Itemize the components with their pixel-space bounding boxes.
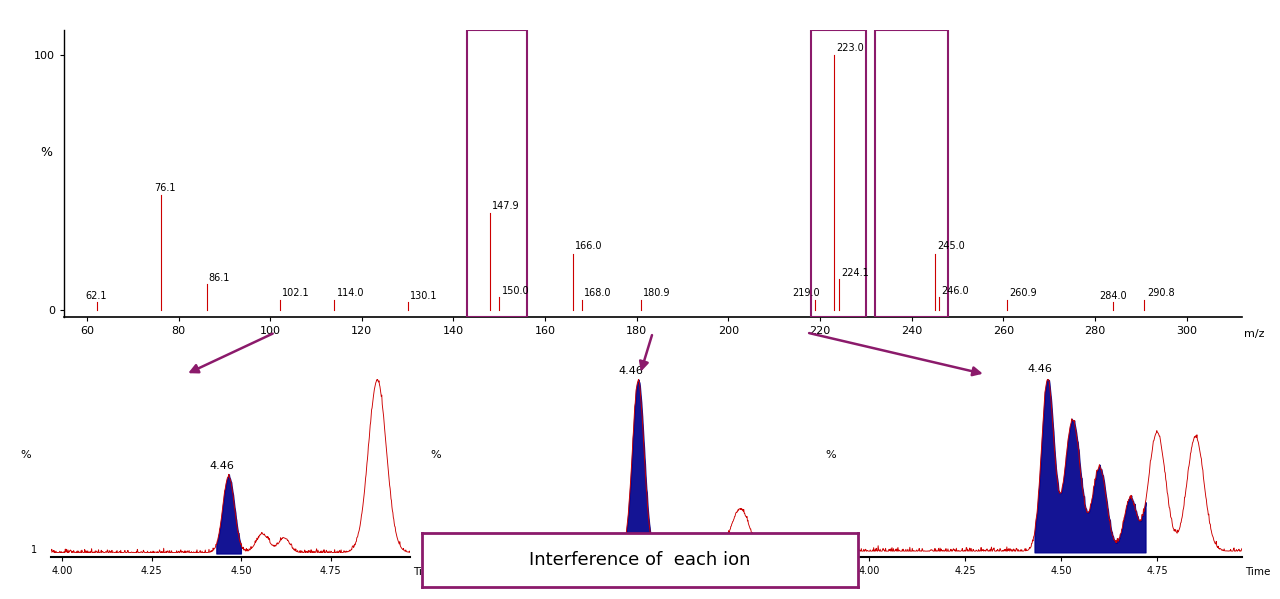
Text: 102.1: 102.1 bbox=[282, 288, 310, 298]
Text: 2: 2 bbox=[440, 545, 447, 555]
Text: Interference of  each ion: Interference of each ion bbox=[529, 551, 751, 569]
Bar bbox=[876, 30, 948, 317]
Text: Time: Time bbox=[823, 567, 849, 577]
Text: 150.0: 150.0 bbox=[502, 286, 529, 296]
Text: 166.0: 166.0 bbox=[575, 241, 603, 252]
Text: 284.0: 284.0 bbox=[1100, 291, 1128, 301]
Text: 1: 1 bbox=[31, 545, 37, 555]
Text: 86.1: 86.1 bbox=[209, 273, 230, 283]
Bar bbox=[467, 30, 527, 317]
Text: 147.9: 147.9 bbox=[492, 201, 520, 211]
Text: 223.0: 223.0 bbox=[836, 43, 864, 53]
Text: 246.0: 246.0 bbox=[942, 286, 969, 296]
Text: 4.46: 4.46 bbox=[1028, 364, 1052, 374]
Text: 260.9: 260.9 bbox=[1010, 288, 1037, 298]
Text: 4.46: 4.46 bbox=[209, 461, 234, 471]
Text: 130.1: 130.1 bbox=[411, 291, 438, 301]
Text: 224.1: 224.1 bbox=[841, 268, 869, 278]
Text: 4.46: 4.46 bbox=[618, 365, 644, 376]
Text: 168.0: 168.0 bbox=[584, 288, 612, 298]
Text: 180.9: 180.9 bbox=[643, 288, 671, 298]
Bar bbox=[812, 30, 865, 317]
Text: Time: Time bbox=[1245, 567, 1271, 577]
Text: %: % bbox=[20, 450, 32, 460]
Text: m/z: m/z bbox=[1244, 329, 1265, 339]
Y-axis label: %: % bbox=[41, 146, 52, 159]
Text: 245.0: 245.0 bbox=[937, 241, 965, 252]
Text: 114.0: 114.0 bbox=[337, 288, 364, 298]
Text: 76.1: 76.1 bbox=[154, 183, 175, 193]
Text: 62.1: 62.1 bbox=[84, 291, 106, 301]
Text: 290.8: 290.8 bbox=[1147, 288, 1174, 298]
Text: %: % bbox=[826, 450, 836, 460]
Text: Time: Time bbox=[413, 567, 439, 577]
Text: 219.0: 219.0 bbox=[792, 288, 820, 298]
Text: %: % bbox=[430, 450, 442, 460]
